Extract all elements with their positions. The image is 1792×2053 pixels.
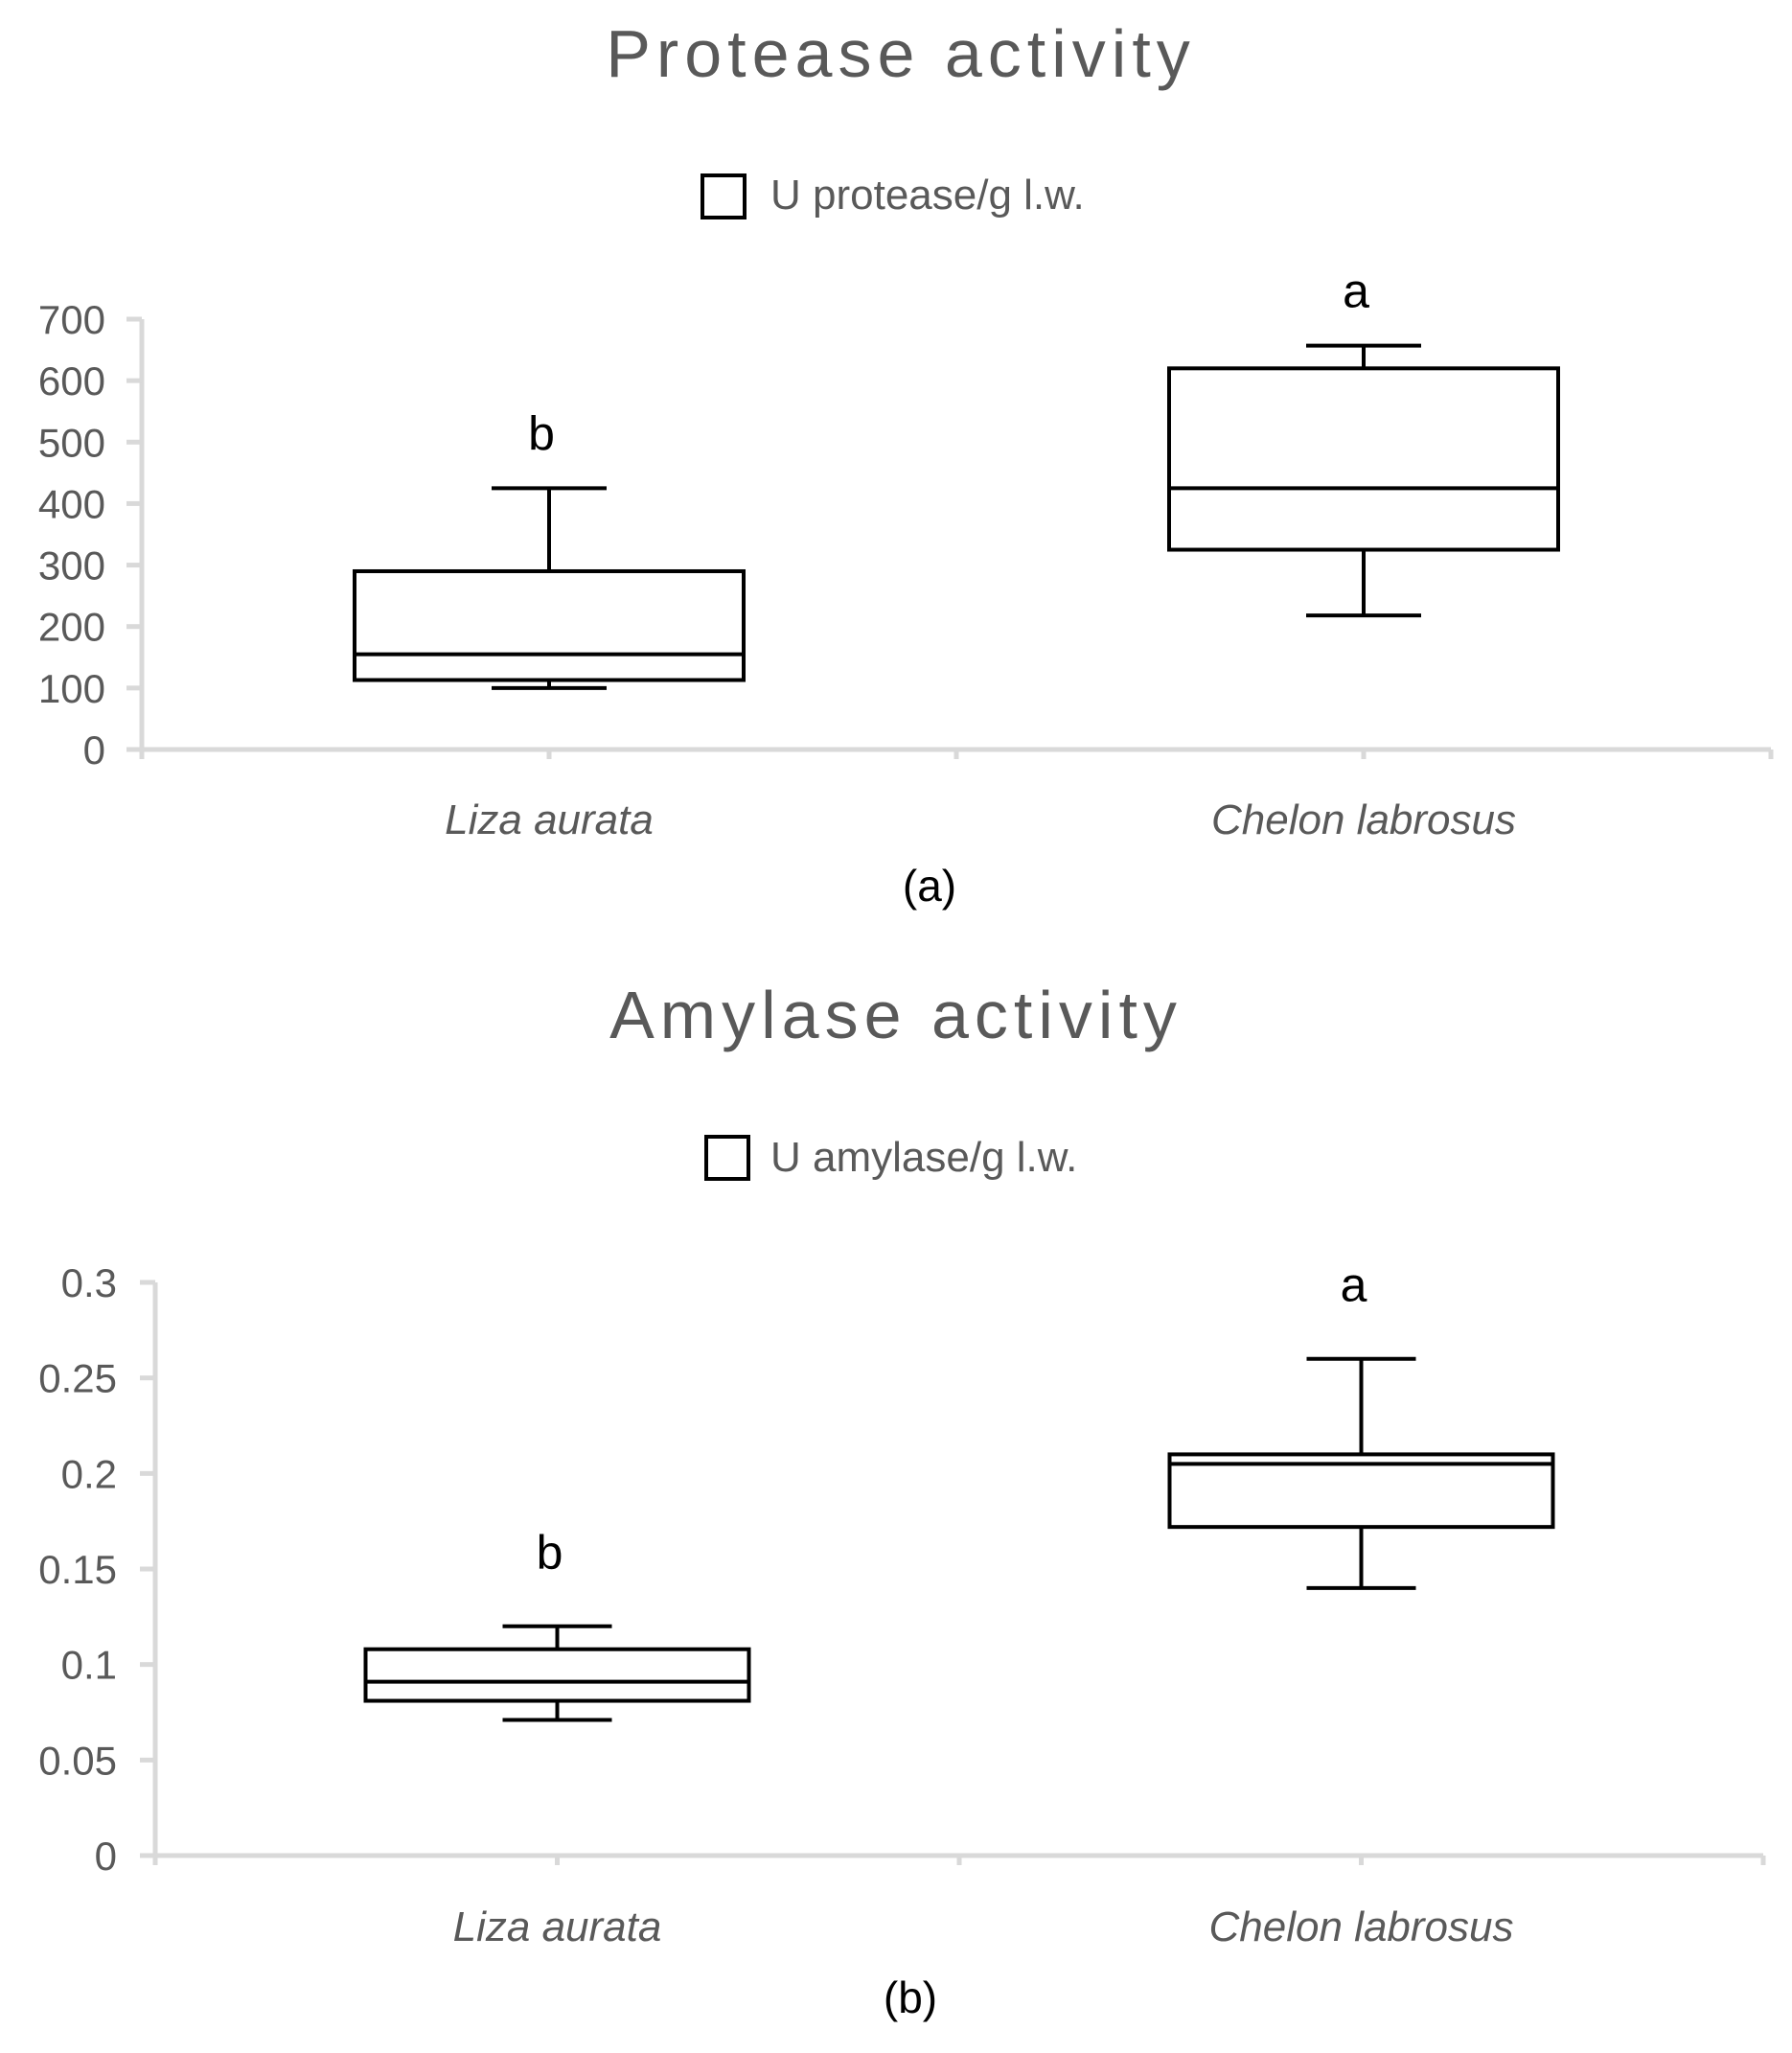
box-plots: ba: [353, 265, 1560, 690]
y-tick-label: 500: [38, 420, 105, 465]
box-plots: ba: [363, 1258, 1555, 1722]
y-tick-labels: 0 100 200 300 400 500 600 700: [38, 297, 105, 773]
significance-label: b: [528, 406, 555, 460]
box-iqr: [1167, 366, 1560, 552]
panel-label: (a): [903, 861, 956, 911]
x-category-label: Liza aurata: [453, 1903, 662, 1950]
legend-swatch: [701, 173, 747, 219]
y-tick-label: 0.05: [38, 1738, 117, 1783]
chart-title: Amylase activity: [609, 978, 1183, 1052]
legend-label: U protease/g l.w.: [770, 172, 1085, 219]
box-plot: a: [1167, 265, 1560, 618]
legend-swatch: [704, 1135, 750, 1181]
y-tick-labels: 0 0.05 0.1 0.15 0.2 0.25 0.3: [38, 1260, 117, 1879]
y-tick-label: 0.15: [38, 1547, 117, 1592]
x-category-label: Liza aurata: [445, 796, 654, 843]
y-tick-label: 0: [95, 1834, 117, 1879]
y-tick-label: 0: [83, 727, 105, 773]
box-iqr: [363, 1647, 751, 1703]
box-plot: a: [1167, 1258, 1555, 1590]
significance-label: b: [537, 1526, 563, 1580]
y-tick-label: 700: [38, 297, 105, 342]
panel-label: (b): [884, 1972, 937, 2022]
chart-title: Protease activity: [606, 16, 1196, 91]
protease-panel: Protease activity U protease/g l.w. 0 100…: [38, 16, 1774, 911]
y-tick-label: 600: [38, 358, 105, 404]
axes: [140, 1280, 1766, 1865]
y-tick-label: 300: [38, 543, 105, 588]
x-category-label: Chelon labrosus: [1209, 1903, 1514, 1950]
category-labels: Liza aurata Chelon labrosus: [453, 1903, 1514, 1950]
y-tick-label: 0.1: [61, 1643, 117, 1688]
box-plot: b: [363, 1526, 751, 1722]
axes: [126, 316, 1774, 759]
y-tick-label: 0.25: [38, 1356, 117, 1401]
y-tick-label: 400: [38, 481, 105, 526]
legend-label: U amylase/g l.w.: [770, 1134, 1077, 1181]
amylase-panel: Amylase activity U amylase/g l.w. 00.050…: [38, 978, 1766, 2022]
significance-label: a: [1341, 1258, 1367, 1312]
y-tick-label: 0.2: [61, 1451, 117, 1496]
box-plot: b: [353, 406, 746, 690]
y-tick-label: 200: [38, 605, 105, 650]
category-labels: Liza aurata Chelon labrosus: [445, 796, 1516, 843]
significance-label: a: [1343, 265, 1369, 318]
x-category-label: Chelon labrosus: [1211, 796, 1516, 843]
y-tick-label: 100: [38, 666, 105, 711]
box-iqr: [353, 568, 746, 682]
box-iqr: [1167, 1452, 1555, 1530]
y-tick-label: 0.3: [61, 1260, 117, 1305]
